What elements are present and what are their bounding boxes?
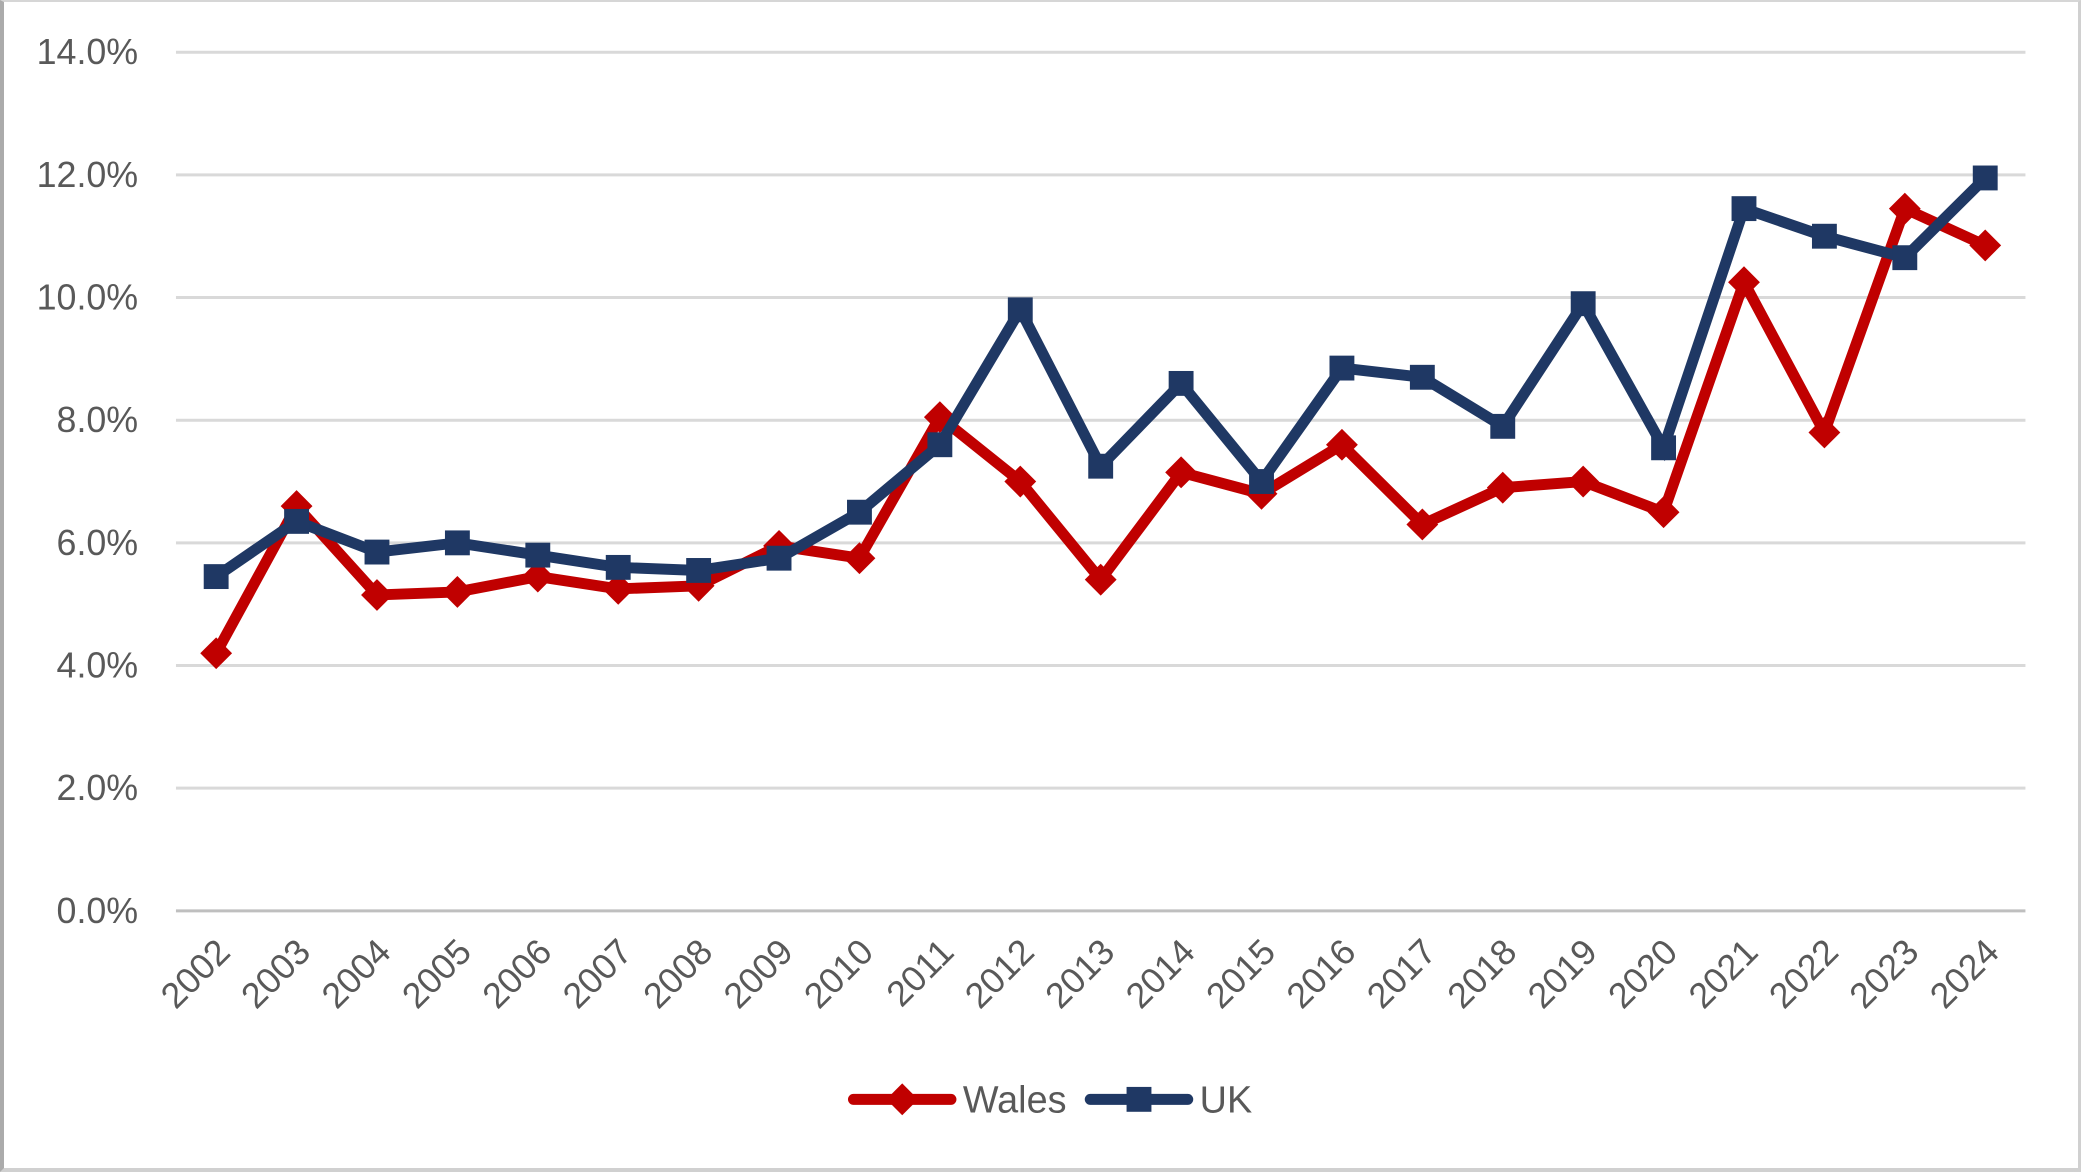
y-axis-labels: 0.0% 2.0% 4.0% 6.0% 8.0% 10.0% 12.0% 14.0% [37, 32, 139, 931]
x-tick-label: 2015 [1198, 931, 1283, 1016]
uk-marker [1249, 469, 1274, 494]
uk-marker [284, 508, 310, 534]
wales-marker [441, 576, 474, 608]
uk-marker [1490, 413, 1516, 439]
x-tick-label: 2011 [879, 931, 962, 1014]
legend: Wales UK [847, 1079, 1253, 1121]
wales-marker [200, 637, 233, 670]
x-tick-label: 2004 [314, 931, 399, 1016]
y-tick-label: 10.0% [37, 277, 139, 317]
wales-marker [1326, 428, 1358, 461]
y-tick-label: 0.0% [57, 891, 139, 931]
uk-marker [1651, 435, 1677, 461]
y-tick-label: 14.0% [37, 32, 139, 72]
legend-uk-marker [1126, 1086, 1152, 1112]
series-lines [200, 165, 2002, 670]
uk-marker [1329, 355, 1355, 381]
legend-wales-marker [886, 1083, 919, 1116]
y-tick-label: 4.0% [57, 645, 139, 685]
uk-marker [364, 539, 390, 565]
x-tick-label: 2016 [1279, 931, 1364, 1016]
x-tick-label: 2006 [475, 931, 560, 1016]
x-tick-label: 2002 [153, 931, 238, 1016]
wales-marker [843, 542, 876, 575]
wales-marker [1728, 266, 1760, 299]
wales-marker [1969, 229, 2002, 262]
wales-marker [1406, 508, 1439, 541]
uk-marker [1168, 370, 1194, 396]
uk-marker [766, 545, 792, 571]
wales-marker [361, 579, 393, 611]
uk-marker [686, 558, 712, 583]
y-tick-label: 8.0% [57, 400, 139, 440]
x-tick-label: 2010 [796, 931, 881, 1016]
wales-marker [280, 490, 313, 522]
uk-marker [444, 530, 470, 556]
x-tick-label: 2018 [1440, 931, 1525, 1016]
wales-marker [1888, 192, 1921, 225]
wales-marker [1647, 496, 1680, 529]
chart-canvas: 0.0% 2.0% 4.0% 6.0% 8.0% 10.0% 12.0% 14.0% 2002… [37, 32, 2026, 1121]
wales-marker [521, 560, 554, 593]
x-tick-label: 2022 [1761, 931, 1846, 1016]
uk-marker [847, 499, 872, 525]
uk-marker [605, 554, 631, 580]
legend-wales-label: Wales [963, 1079, 1067, 1121]
x-tick-label: 2009 [716, 931, 801, 1016]
x-tick-label: 2023 [1842, 931, 1927, 1016]
uk-marker [525, 542, 551, 568]
x-tick-label: 2008 [636, 931, 721, 1016]
x-tick-label: 2014 [1118, 931, 1203, 1016]
uk-line [213, 174, 1990, 582]
uk-marker [1088, 453, 1114, 479]
x-tick-label: 2019 [1520, 931, 1605, 1016]
x-tick-label: 2021 [1681, 931, 1766, 1016]
x-tick-label: 2024 [1922, 931, 2007, 1016]
y-tick-label: 6.0% [57, 523, 139, 563]
x-axis-labels: 2002200320042005200620072008200920102011… [153, 931, 2007, 1016]
wales-marker [602, 572, 635, 605]
wales-series [200, 192, 2002, 670]
uk-marker [1972, 165, 1998, 191]
wales-marker [1004, 465, 1037, 498]
wales-marker [1084, 563, 1117, 596]
uk-marker [203, 564, 229, 590]
x-tick-label: 2005 [394, 931, 479, 1016]
x-tick-label: 2003 [234, 931, 319, 1016]
x-tick-label: 2017 [1359, 931, 1444, 1016]
uk-marker [1007, 297, 1033, 323]
uk-marker [1409, 364, 1435, 390]
y-tick-label: 2.0% [57, 768, 139, 808]
wales-marker [1567, 465, 1600, 498]
uk-marker [1570, 291, 1596, 317]
legend-item-uk: UK [1084, 1079, 1253, 1121]
uk-marker [1811, 223, 1837, 249]
x-tick-label: 2007 [555, 931, 640, 1016]
x-tick-label: 2012 [957, 931, 1042, 1016]
y-tick-label: 12.0% [37, 155, 139, 195]
wales-marker [1486, 471, 1519, 504]
uk-marker [1892, 245, 1918, 271]
uk-series [203, 165, 1998, 590]
uk-marker [927, 432, 953, 458]
wales-marker [1808, 416, 1841, 449]
x-tick-label: 2013 [1038, 931, 1123, 1016]
legend-item-wales: Wales [847, 1079, 1067, 1121]
gridlines [175, 50, 2026, 913]
legend-uk-label: UK [1200, 1079, 1253, 1121]
x-tick-label: 2020 [1601, 931, 1686, 1016]
uk-marker [1731, 196, 1757, 222]
